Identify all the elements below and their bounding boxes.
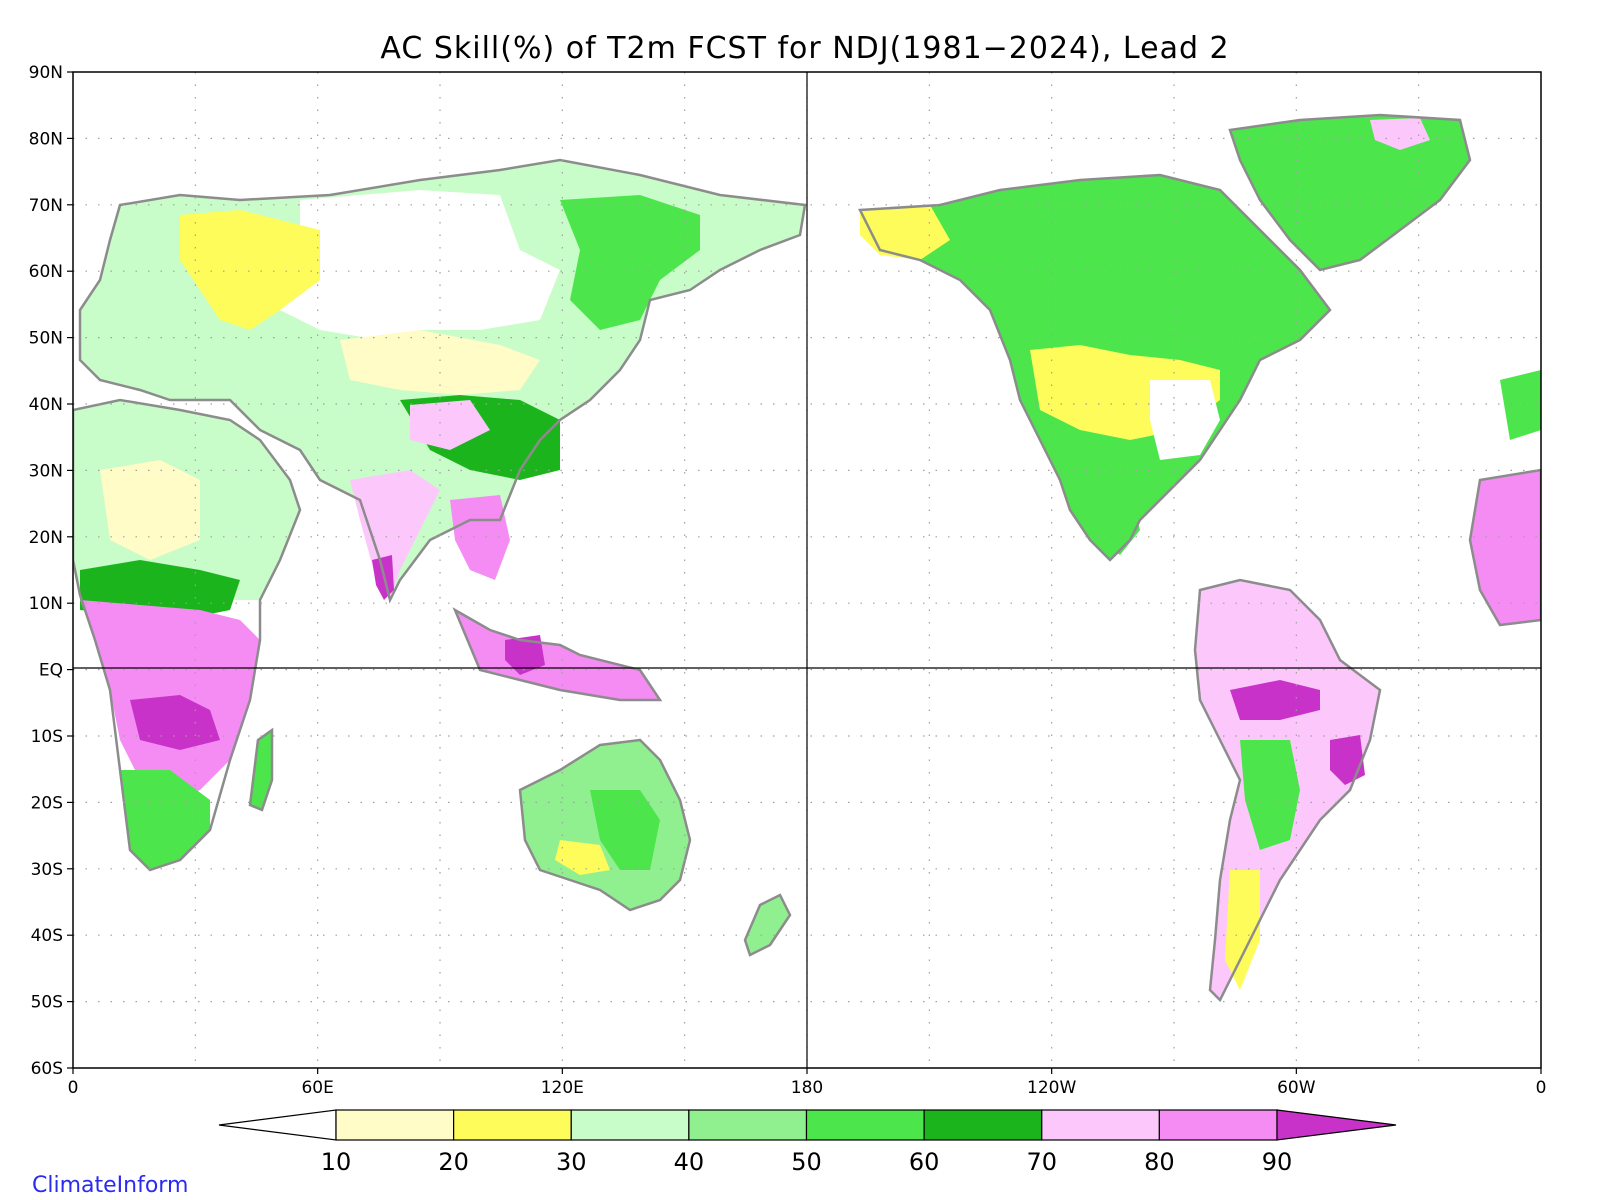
india-region <box>350 470 440 600</box>
lat-tick-label: 20S <box>31 793 63 813</box>
south-australia-yellow <box>555 840 610 875</box>
colorbar-tick-label: 30 <box>556 1148 587 1176</box>
colorbar-bin <box>688 1109 808 1141</box>
lat-tick-label: 10N <box>29 594 63 614</box>
lat-tick-label: 30S <box>31 860 63 880</box>
colorbar-tick-label: 40 <box>674 1148 705 1176</box>
colorbar-bin <box>335 1109 455 1141</box>
colorbar-above-triangle <box>1276 1109 1397 1141</box>
west-africa-east-edge <box>1470 470 1541 625</box>
tibet-pink <box>410 400 490 450</box>
lat-tick-label: 40N <box>29 395 63 415</box>
lon-tick-label: 120W <box>1027 1078 1076 1098</box>
lat-tick-label: 40S <box>31 926 63 946</box>
colorbar-tick-label: 60 <box>909 1148 940 1176</box>
lat-tick-label: 50S <box>31 993 63 1013</box>
colorbar-bin <box>805 1109 925 1141</box>
southeast-asia-pink <box>450 495 510 580</box>
australia-dark-green <box>590 790 660 870</box>
colorbar-bin <box>570 1109 690 1141</box>
colorbar-bin <box>1041 1109 1160 1141</box>
siberia-low-skill <box>280 190 560 340</box>
lat-tick-label: 90N <box>29 63 63 83</box>
central-asia-yellow <box>340 330 540 395</box>
amazon-magenta <box>1230 680 1320 720</box>
usa-east-white <box>1150 380 1220 460</box>
colorbar-tick-label: 90 <box>1262 1148 1293 1176</box>
colorbar-tick-label: 80 <box>1144 1148 1175 1176</box>
colorbar-tick-label: 10 <box>321 1148 352 1176</box>
iberia-edge <box>1500 370 1541 440</box>
lon-tick-label: 120E <box>541 1078 584 1098</box>
lon-tick-label: 0 <box>68 1078 79 1098</box>
lon-tick-label: 60W <box>1277 1078 1316 1098</box>
lat-tick-label: 60S <box>31 1059 63 1079</box>
skill-field <box>73 115 1541 1000</box>
europe-yellow <box>180 210 320 330</box>
central-south-america-green <box>1240 740 1300 850</box>
new-zealand <box>745 895 790 955</box>
greenland-region <box>1230 115 1470 270</box>
colorbar-bin <box>1158 1109 1278 1141</box>
east-siberia-green <box>560 195 700 330</box>
lat-tick-label: 60N <box>29 262 63 282</box>
lon-tick-label: 0 <box>1536 1078 1547 1098</box>
borneo-magenta <box>505 635 545 675</box>
colorbar: 10 20 30 40 50 60 70 80 90 <box>218 1109 1397 1176</box>
madagascar <box>250 730 272 810</box>
south-india-magenta <box>372 555 394 600</box>
greenland-pink <box>1370 118 1430 150</box>
colorbar-tick-label: 70 <box>1026 1148 1057 1176</box>
lat-tick-label: 20N <box>29 528 63 548</box>
colorbar-below-triangle <box>218 1109 337 1141</box>
colorbar-tick-label: 20 <box>438 1148 469 1176</box>
mexico-green <box>1060 450 1140 555</box>
lat-tick-label: 30N <box>29 461 63 481</box>
patagonia-yellow <box>1225 870 1260 990</box>
congo-magenta <box>130 695 220 750</box>
lat-tick-label: 80N <box>29 129 63 149</box>
alaska-yellow <box>860 205 950 260</box>
lat-tick-label: 50N <box>29 329 63 349</box>
credit-text: ClimateInform <box>32 1173 188 1198</box>
lon-tick-label: 180 <box>791 1078 823 1098</box>
southern-africa-green <box>120 770 210 870</box>
lat-tick-label: EQ <box>39 661 63 681</box>
longitude-axis: 0 60E 120E 180 120W 60W 0 <box>68 1068 1547 1098</box>
latitude-axis: 90N 80N 70N 60N 50N 40N 30N 20N 10N EQ 10S 20S 30S 40… <box>29 63 73 1079</box>
lat-tick-label: 10S <box>31 727 63 747</box>
colorbar-bin <box>453 1109 572 1141</box>
map-title: AC Skill(%) of T2m FCST for NDJ(1981−202… <box>380 31 1229 66</box>
lon-tick-label: 60E <box>301 1078 333 1098</box>
indonesia-region <box>455 610 660 700</box>
lat-tick-label: 70N <box>29 196 63 216</box>
colorbar-bin <box>923 1109 1043 1141</box>
sahara-yellow <box>100 460 200 560</box>
coastlines <box>73 113 1541 1003</box>
colorbar-tick-label: 50 <box>791 1148 822 1176</box>
